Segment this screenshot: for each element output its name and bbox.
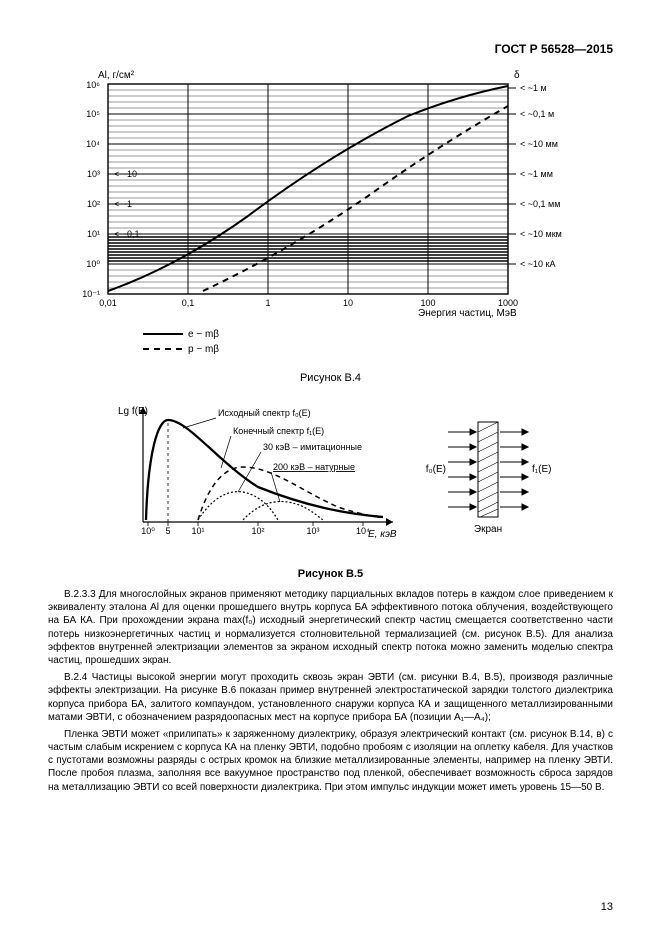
svg-text:e − mβ: e − mβ xyxy=(188,329,219,340)
fig5-curve-f1 xyxy=(198,467,383,520)
svg-text:10⁰: 10⁰ xyxy=(141,526,155,536)
figure-b4: Al, г/см² δ Энергия частиц, МэВ xyxy=(48,66,613,366)
svg-text:f₀(E): f₀(E) xyxy=(426,464,446,475)
fig4-caption: Рисунок В.4 xyxy=(48,372,613,384)
svg-text:E, кэВ: E, кэВ xyxy=(368,529,397,540)
svg-text:Lg f(E): Lg f(E) xyxy=(118,406,148,417)
para-evti: Пленка ЭВТИ может «прилипать» к заряженн… xyxy=(48,728,613,794)
svg-text:< ~1: < ~1 xyxy=(114,199,132,209)
svg-text:< ~10 мм: < ~10 мм xyxy=(520,139,558,149)
svg-text:p − mβ: p − mβ xyxy=(188,344,219,355)
svg-text:10⁵: 10⁵ xyxy=(86,109,100,119)
page-number: 13 xyxy=(601,901,613,913)
svg-text:< ~10: < ~10 xyxy=(114,169,137,179)
svg-text:Конечный спектр f₁(E): Конечный спектр f₁(E) xyxy=(233,426,324,436)
svg-text:< ~0,1 м: < ~0,1 м xyxy=(520,109,554,119)
svg-text:10⁴: 10⁴ xyxy=(356,526,370,536)
svg-text:0,1: 0,1 xyxy=(182,298,195,308)
para-b233: В.2.3.3 Для многослойных экранов применя… xyxy=(48,588,613,667)
fig5-caption: Рисунок В.5 xyxy=(48,568,613,580)
svg-text:< ~10 кА: < ~10 кА xyxy=(520,259,555,269)
svg-text:1000: 1000 xyxy=(498,298,518,308)
svg-text:100: 100 xyxy=(420,298,435,308)
svg-text:10³: 10³ xyxy=(306,526,319,536)
svg-text:10²: 10² xyxy=(251,526,264,536)
body-text: В.2.3.3 Для многослойных экранов применя… xyxy=(48,588,613,798)
svg-text:< ~0,1: < ~0,1 xyxy=(114,229,140,239)
svg-text:30 кэВ – имитационные: 30 кэВ – имитационные xyxy=(263,442,362,452)
page-header: ГОСТ Р 56528—2015 xyxy=(48,42,613,56)
svg-text:10³: 10³ xyxy=(87,169,100,179)
svg-text:f₁(E): f₁(E) xyxy=(532,464,551,475)
svg-text:Исходный спектр f₀(E): Исходный спектр f₀(E) xyxy=(218,408,311,418)
figure-b5: Lg f(E) E, кэВ 10⁰ 5 10¹ 10² 10³ 10⁴ xyxy=(48,392,613,562)
svg-text:10¹: 10¹ xyxy=(87,229,100,239)
svg-text:200 кэВ – натурные: 200 кэВ – натурные xyxy=(273,462,355,472)
svg-text:5: 5 xyxy=(165,526,170,536)
para-b24: В.2.4 Частицы высокой энергии могут прох… xyxy=(48,671,613,724)
svg-text:10⁰: 10⁰ xyxy=(86,259,100,269)
fig4-xlabel: Энергия частиц, МэВ xyxy=(418,308,517,319)
svg-text:< ~0,1 мм: < ~0,1 мм xyxy=(520,199,560,209)
svg-text:10²: 10² xyxy=(87,199,100,209)
fig4-right-label: δ xyxy=(514,70,520,81)
fig4-ylabel: Al, г/см² xyxy=(98,70,135,81)
fig5-curve-30 xyxy=(198,492,278,520)
svg-text:Экран: Экран xyxy=(474,524,502,535)
svg-text:10: 10 xyxy=(343,298,353,308)
svg-text:10⁻¹: 10⁻¹ xyxy=(82,289,100,299)
svg-text:10⁶: 10⁶ xyxy=(86,80,100,90)
svg-text:10¹: 10¹ xyxy=(191,526,204,536)
svg-text:< ~10 мкм: < ~10 мкм xyxy=(520,229,562,239)
svg-text:0,01: 0,01 xyxy=(99,298,117,308)
svg-text:1: 1 xyxy=(265,298,270,308)
svg-text:< ~1 м: < ~1 м xyxy=(520,83,547,93)
svg-text:< ~1 мм: < ~1 мм xyxy=(520,169,553,179)
svg-text:10⁴: 10⁴ xyxy=(86,139,100,149)
